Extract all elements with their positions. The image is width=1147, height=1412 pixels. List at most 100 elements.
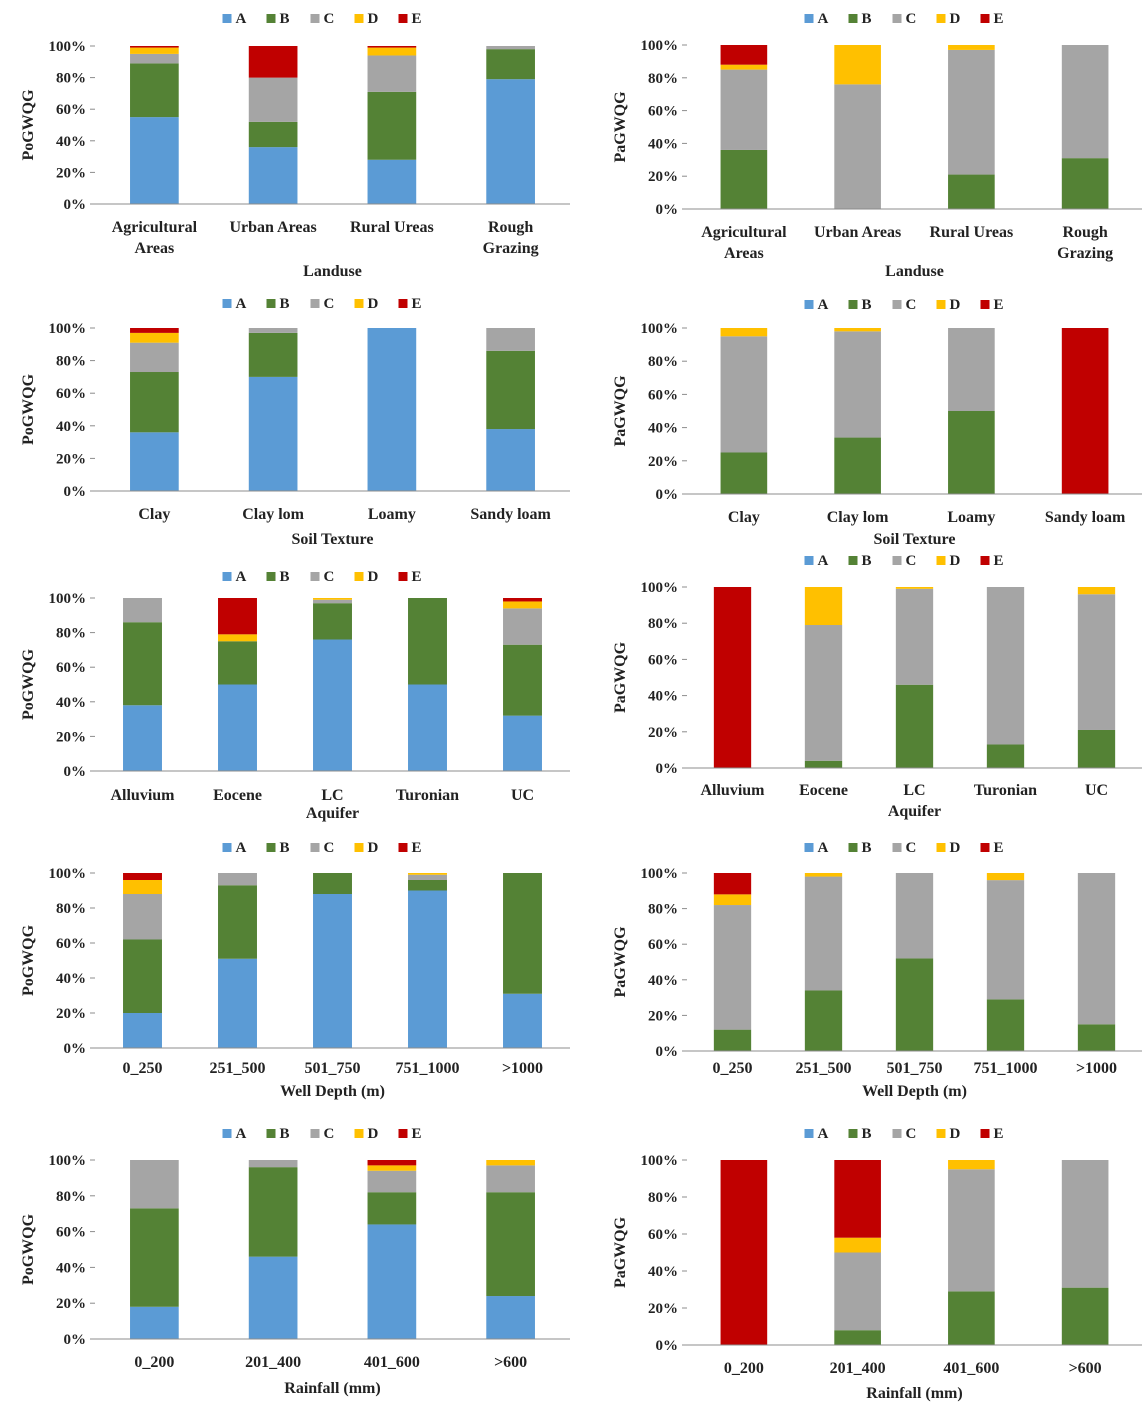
bar-segment-b (948, 174, 995, 209)
y-tick-label: 80% (56, 71, 86, 87)
bar-segment-a (408, 890, 447, 1048)
y-tick-label: 100% (49, 39, 87, 55)
bar-segment-d (367, 47, 417, 56)
bar-segment-c (1077, 873, 1116, 1025)
legend-swatch-d (354, 299, 364, 308)
legend-swatch-b (848, 300, 858, 309)
bar-segment-e (367, 1160, 417, 1166)
x-category-label: 201_400 (245, 1354, 301, 1371)
bar-segment-a (367, 328, 417, 491)
bar-segment-b (130, 372, 179, 433)
legend-label-d: D (950, 297, 961, 313)
legend-swatch-c (310, 572, 320, 581)
bar-segment-b (313, 603, 352, 640)
legend-label-c: C (906, 1126, 917, 1142)
bar-segment-d (1077, 587, 1116, 595)
y-tick-label: 0% (64, 1332, 87, 1348)
legend-swatch-c (310, 14, 320, 23)
bar-segment-c (948, 1169, 995, 1292)
chart-well-depth-pogwqg: A B C D E 0% 20% 40% 60% 80% 100% PoGWQG 0_250 251_50… (0, 830, 570, 1110)
y-tick-label: 60% (648, 652, 678, 668)
bar-segment-b (130, 63, 179, 118)
x-category-label: Agricultural Areas (112, 219, 198, 257)
x-category-label: LC (903, 782, 925, 799)
bar-segment-c (130, 1160, 179, 1209)
legend-swatch-d (936, 300, 946, 309)
legend-swatch-d (354, 14, 364, 23)
y-tick-label: 100% (641, 1153, 679, 1169)
legend-swatch-b (848, 14, 858, 23)
bar-segment-c (713, 905, 752, 1030)
y-axis-title: PoGWQG (20, 648, 37, 720)
x-category-label: Clay lom (827, 509, 889, 526)
legend-label-d: D (368, 569, 379, 585)
legend-label-c: C (324, 1126, 335, 1142)
y-tick-label: 80% (648, 71, 678, 87)
bar-segment-d (834, 45, 881, 85)
x-axis-title: Rainfall (mm) (284, 1380, 380, 1397)
bar-segment-d (804, 587, 843, 626)
x-category-label: >1000 (502, 1060, 543, 1077)
chart-aquifer-pagwqg: A B C D E 0% 20% 40% 60% 80% 100% PaGWQG Alluvium Eoc… (575, 545, 1147, 830)
legend-label-c: C (324, 11, 335, 27)
y-axis-title: PaGWQG (612, 1216, 629, 1288)
bar-segment-a (367, 159, 417, 204)
bar-segment-b (986, 744, 1025, 768)
x-axis-title: Soil Texture (292, 531, 374, 548)
bar-segment-c (248, 328, 298, 333)
bar-segment-a (218, 684, 257, 771)
x-category-label: Sandy loam (1045, 509, 1126, 526)
bar-segment-b (123, 622, 162, 706)
bar-segment-c (486, 46, 535, 50)
bar-segment-e (1061, 328, 1109, 494)
x-category-label: Eocene (799, 782, 848, 799)
legend-label-e: E (994, 1126, 1004, 1142)
bar-segment-a (130, 117, 179, 204)
legend-swatch-c (892, 843, 902, 852)
legend-swatch-e (398, 14, 408, 23)
x-category-label: Rural Ureas (350, 219, 434, 236)
y-tick-label: 80% (56, 1189, 86, 1205)
legend-label-d: D (368, 840, 379, 856)
y-tick-label: 100% (49, 866, 87, 882)
legend-label-e: E (994, 553, 1004, 569)
y-axis-title: PoGWQG (20, 89, 37, 161)
x-category-label: 0_200 (724, 1360, 764, 1377)
bar-segment-b (503, 873, 542, 994)
y-tick-label: 20% (648, 725, 678, 741)
y-axis-title: PaGWQG (612, 641, 629, 713)
x-category-label: Rural Ureas (930, 224, 1014, 241)
bar-segment-d (948, 45, 995, 50)
bar-segment-c (720, 336, 768, 453)
y-tick-label: 80% (648, 354, 678, 370)
bar-segment-a (313, 639, 352, 771)
y-tick-label: 0% (656, 761, 679, 777)
bar-segment-e (130, 46, 179, 48)
legend-swatch-c (310, 1129, 320, 1138)
bar-segment-b (720, 452, 768, 494)
y-axis-title: PaGWQG (612, 91, 629, 163)
legend-swatch-e (980, 556, 990, 565)
bar-segment-d (804, 873, 843, 877)
legend: A B C D E (804, 553, 1004, 569)
legend-swatch-a (222, 572, 232, 581)
legend-label-a: A (236, 11, 247, 27)
legend: A B C D E (804, 840, 1004, 856)
x-category-label: 401_600 (364, 1354, 420, 1371)
bar-segment-b (123, 939, 162, 1013)
bar-segment-d (720, 64, 768, 70)
bar-segment-a (486, 1296, 535, 1339)
legend-label-b: B (280, 11, 290, 27)
bar-segment-a (248, 147, 298, 204)
y-tick-label: 60% (56, 102, 86, 118)
bar-segment-c (367, 55, 417, 92)
y-tick-label: 0% (656, 1044, 679, 1060)
legend-label-a: A (818, 840, 829, 856)
legend-swatch-b (266, 14, 276, 23)
legend: A B C D E (804, 11, 1004, 27)
legend: A B C D E (222, 569, 422, 585)
x-axis-title: Rainfall (mm) (866, 1385, 962, 1402)
chart-landuse-pagwqg: A B C D E 0% 20% 40% 60% 80% 100% PaGWQG Agricultura… (575, 0, 1147, 285)
bar-segment-b (367, 91, 417, 160)
y-tick-label: 20% (648, 1301, 678, 1317)
